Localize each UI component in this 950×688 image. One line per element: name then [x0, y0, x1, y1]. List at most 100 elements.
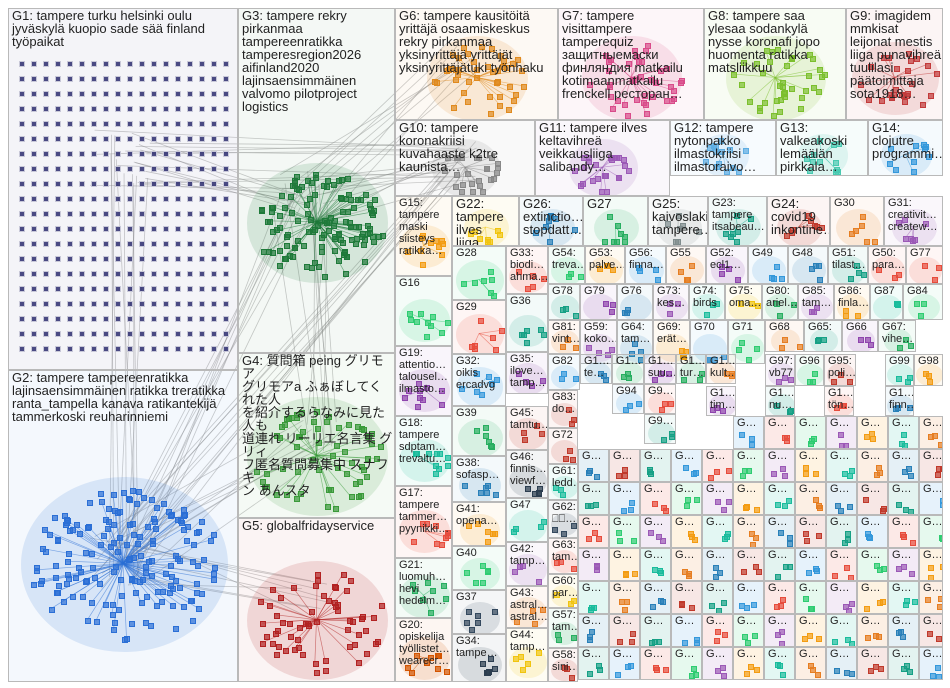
small-group-cell[interactable]: G… [857, 416, 888, 449]
small-group-cell[interactable]: G… [888, 515, 919, 548]
small-group-cell[interactable]: G… [857, 449, 888, 482]
small-group-cell[interactable]: G… [919, 416, 943, 449]
small-group-cell[interactable]: G… [578, 614, 609, 647]
group-g49[interactable]: G49 [748, 246, 788, 284]
small-group-cell[interactable]: G… [826, 581, 857, 614]
group-g25[interactable]: G25: kaivoslaki tampere… [648, 196, 708, 246]
group-g11[interactable]: G11: tampere ilves keltavihreä veikkausl… [535, 120, 670, 196]
group-g6[interactable]: G6: tampere kausitöitä yrittäjä osaamisk… [395, 8, 558, 120]
group-g90[interactable]: G9… [644, 414, 676, 444]
group-g48[interactable]: G48 [788, 246, 828, 284]
group-g66[interactable]: G66 [842, 320, 878, 352]
small-group-cell[interactable]: G… [826, 548, 857, 581]
group-g47[interactable]: G47 [506, 498, 548, 542]
group-g2[interactable]: G2: tampere tampereenratikka lajinsaensi… [8, 370, 238, 682]
group-g10[interactable]: G10: tampere koronakriisi kuvahaaste k2t… [395, 120, 535, 196]
group-g55[interactable]: G55 [666, 246, 706, 284]
small-group-cell[interactable]: G… [795, 548, 826, 581]
small-group-cell[interactable]: G… [888, 548, 919, 581]
group-gx4[interactable]: G1… tim… [706, 386, 736, 416]
small-group-cell[interactable]: G… [733, 581, 764, 614]
small-group-cell[interactable]: G… [671, 548, 702, 581]
group-g18[interactable]: G18: tampere sdptam… trevaltu… [395, 416, 452, 486]
group-g84[interactable]: G84 [903, 284, 943, 320]
group-g32[interactable]: G32: oikis ercadvg [452, 354, 506, 406]
group-g86[interactable]: G86: finla… [834, 284, 870, 320]
small-group-cell[interactable]: G… [826, 416, 857, 449]
small-group-cell[interactable]: G… [826, 614, 857, 647]
small-group-cell[interactable]: G… [609, 581, 640, 614]
small-group-cell[interactable]: G… [919, 515, 943, 548]
small-group-cell[interactable]: G… [857, 515, 888, 548]
small-group-cell[interactable]: G… [826, 515, 857, 548]
small-group-cell[interactable]: G… [671, 647, 702, 680]
group-g15[interactable]: G15: tampere maski siisteys ratikka… [395, 196, 452, 276]
group-gx2[interactable]: G1… tön… [824, 386, 854, 416]
group-g56[interactable]: G56: finna… [625, 246, 666, 284]
small-group-cell[interactable]: G… [795, 581, 826, 614]
group-g89[interactable]: G9… [644, 384, 676, 414]
small-group-cell[interactable]: G… [640, 515, 671, 548]
group-g30[interactable]: G30 [830, 196, 884, 246]
group-g87[interactable]: G87 [870, 284, 903, 320]
group-g52[interactable]: G52: ecl1… [706, 246, 748, 284]
group-g21[interactable]: G21: luomuh… hevi hedelm… [395, 558, 452, 618]
small-group-cell[interactable]: G… [733, 548, 764, 581]
small-group-cell[interactable]: G… [702, 647, 733, 680]
small-group-cell[interactable]: G… [702, 449, 733, 482]
group-g20[interactable]: G20: opiskelija työllistet… wearecr… [395, 618, 452, 682]
group-g19[interactable]: G19: attentio… talousel… ilmasto… [395, 346, 452, 416]
group-gx3[interactable]: G1… nu… [765, 386, 795, 416]
group-g31[interactable]: G31: creativit… createw… [884, 196, 943, 246]
small-group-cell[interactable]: G… [826, 449, 857, 482]
group-g13[interactable]: G13: valkeakoski lemäälän pirkkala… [776, 120, 868, 176]
small-group-cell[interactable]: G… [764, 482, 795, 515]
small-group-cell[interactable]: G… [764, 647, 795, 680]
group-gx1[interactable]: G1… finn… [885, 386, 914, 416]
group-g50[interactable]: G50: para… [868, 246, 906, 284]
group-g8[interactable]: G8: tampere saa ylesaa sodankylä nysse k… [704, 8, 846, 120]
small-group-cell[interactable]: G… [764, 581, 795, 614]
group-g65[interactable]: G65: [804, 320, 842, 352]
group-g92[interactable]: G1… tur… [676, 354, 706, 384]
small-group-cell[interactable]: G… [919, 647, 943, 680]
small-group-cell[interactable]: G… [795, 647, 826, 680]
group-g91[interactable]: G1… suu… [644, 354, 676, 384]
group-g93[interactable]: G1… kult… [706, 354, 736, 384]
small-group-cell[interactable]: G… [671, 581, 702, 614]
small-group-cell[interactable]: G… [609, 449, 640, 482]
group-gx5[interactable]: G1… [612, 354, 644, 384]
group-g33[interactable]: G33: biodi… ahma… [506, 246, 548, 294]
group-g38[interactable]: G38: sofasp… [452, 456, 506, 502]
group-g81[interactable]: G81: vint… [548, 320, 580, 354]
group-g85[interactable]: G85: tam… [798, 284, 834, 320]
group-g62[interactable]: G62: ⎕⎕… [548, 500, 578, 538]
group-g14[interactable]: G14: clojutre programmi… [868, 120, 943, 176]
small-group-cell[interactable]: G… [702, 581, 733, 614]
group-g75[interactable]: G75: oma… [725, 284, 762, 320]
small-group-cell[interactable]: G… [764, 416, 795, 449]
small-group-cell[interactable]: G… [888, 416, 919, 449]
small-group-cell[interactable]: G… [702, 548, 733, 581]
group-g97[interactable]: G97: vb77 [765, 354, 795, 386]
small-group-cell[interactable]: G… [919, 614, 943, 647]
group-g83[interactable]: G83: do… [548, 390, 578, 428]
group-g43[interactable]: G43: astral… astral… [506, 586, 548, 628]
small-group-cell[interactable]: G… [795, 416, 826, 449]
small-group-cell[interactable]: G… [609, 548, 640, 581]
group-g60[interactable]: G60: par… [548, 574, 578, 608]
small-group-cell[interactable]: G… [702, 482, 733, 515]
group-g99[interactable]: G99 [885, 354, 914, 386]
small-group-cell[interactable]: G… [733, 416, 764, 449]
small-group-cell[interactable]: G… [888, 482, 919, 515]
small-group-cell[interactable]: G… [888, 614, 919, 647]
group-g95[interactable]: G95: poli… [824, 354, 856, 386]
small-group-cell[interactable]: G… [640, 581, 671, 614]
small-group-cell[interactable]: G… [671, 614, 702, 647]
small-group-cell[interactable]: G… [888, 449, 919, 482]
group-g9[interactable]: G9: imagidem mmkisat leijonat mestis lii… [846, 8, 943, 120]
group-g24[interactable]: G24: covid19 inkontine… [767, 196, 830, 246]
small-group-cell[interactable]: G… [795, 482, 826, 515]
small-group-cell[interactable]: G… [733, 647, 764, 680]
small-group-cell[interactable]: G… [764, 515, 795, 548]
